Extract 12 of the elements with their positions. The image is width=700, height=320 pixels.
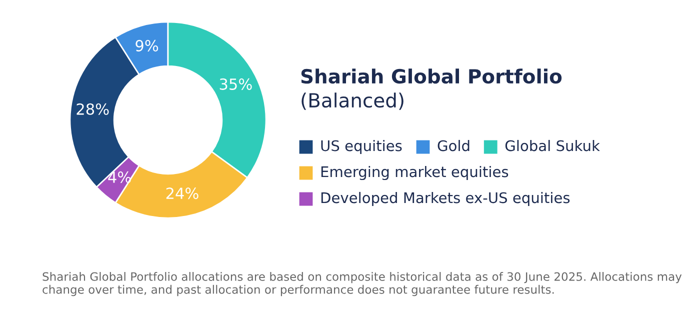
text: Shariah Global Portfolio: [301, 68, 562, 84]
data-label: 35%: [220, 78, 252, 90]
legend-label: Developed Markets ex-US equities: [321, 192, 570, 206]
legend-label: Global Sukuk: [505, 140, 600, 152]
legend-label: Emerging market equities: [321, 166, 508, 180]
text: (Balanced): [302, 92, 404, 110]
text: Shariah Global Portfolio allocations are based on composite historical data as of 30 June 2025. Allocations may change over time, and past allocation or performance does not guarantee future results.: [42, 272, 682, 296]
data-label: 28%: [76, 103, 109, 115]
legend-label: Gold: [438, 140, 470, 152]
legend-label: US equities: [321, 140, 402, 154]
data-label: 9%: [136, 40, 158, 52]
data-label: 24%: [166, 188, 198, 200]
